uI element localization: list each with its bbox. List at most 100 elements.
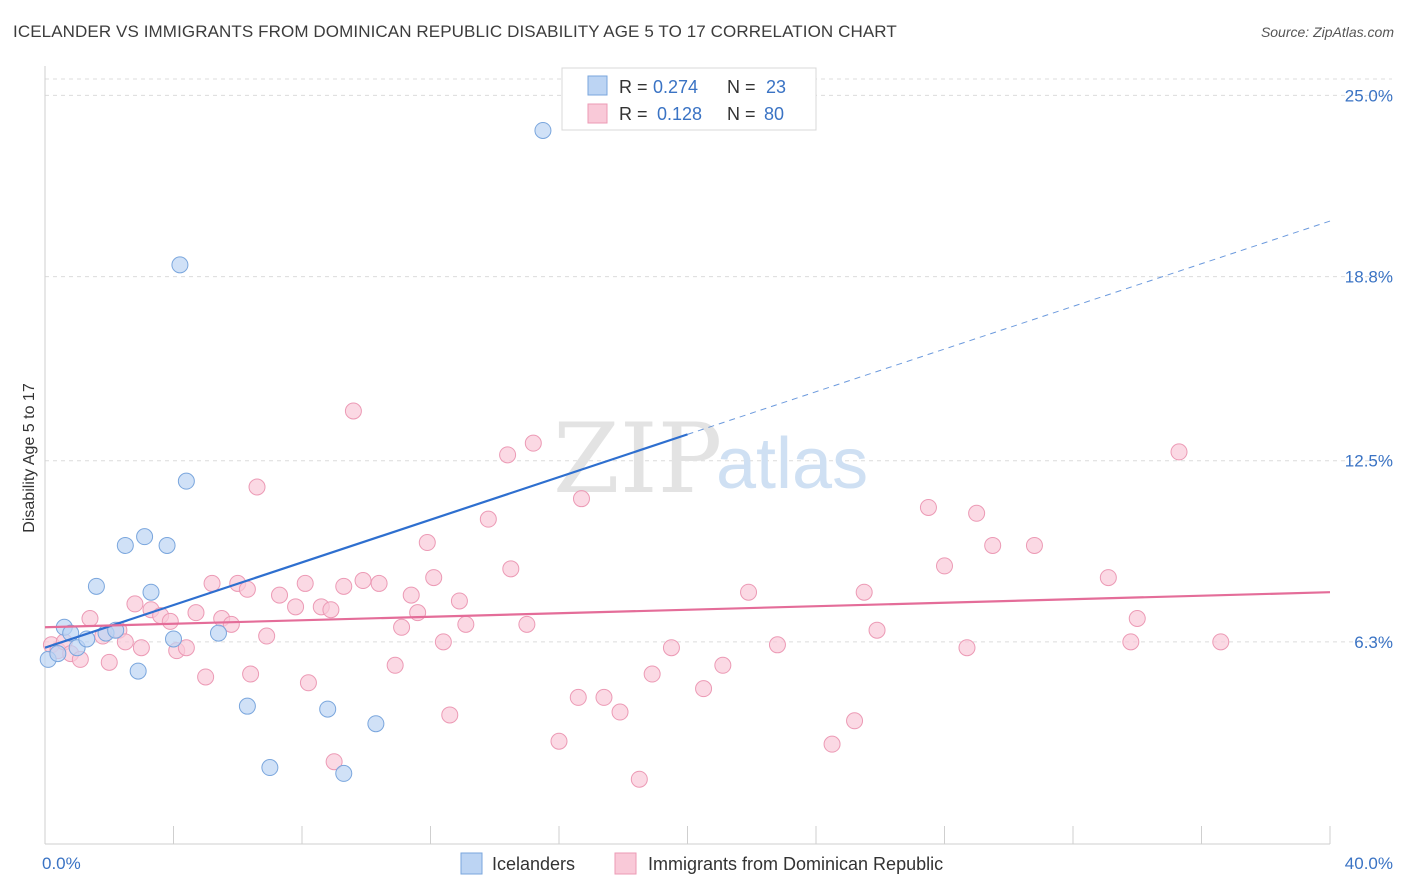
chart-title: ICELANDER VS IMMIGRANTS FROM DOMINICAN R…: [13, 22, 897, 41]
data-point-immigrants: [611, 703, 629, 721]
y-tick-labels: 6.3% 12.5% 18.8% 25.0%: [1345, 86, 1393, 652]
data-point-immigrants: [919, 498, 937, 516]
y-tick-label: 18.8%: [1345, 268, 1393, 287]
watermark: ZIP atlas: [553, 403, 868, 515]
data-point-immigrants: [936, 557, 953, 575]
watermark-atlas: atlas: [716, 424, 868, 504]
series-legend: Icelanders Immigrants from Dominican Rep…: [460, 852, 943, 875]
data-point-immigrants: [1128, 610, 1146, 628]
data-point-icelanders: [136, 528, 154, 546]
data-point-immigrants: [322, 601, 340, 619]
data-point-immigrants: [393, 618, 411, 636]
y-tick-label: 12.5%: [1345, 452, 1393, 471]
data-point-icelanders: [367, 715, 385, 733]
data-point-immigrants: [296, 574, 314, 592]
data-point-immigrants: [386, 656, 404, 674]
data-point-icelanders: [238, 697, 256, 715]
legend-n-value-pink: 80: [764, 104, 784, 124]
legend-label-icelanders: Icelanders: [492, 854, 575, 874]
data-point-immigrants: [335, 577, 353, 595]
legend-r-label: R =: [619, 104, 648, 124]
legend-n-label: N =: [727, 104, 756, 124]
data-point-immigrants: [630, 770, 648, 788]
legend-swatch-blue: [587, 75, 608, 96]
data-point-immigrants: [846, 712, 864, 730]
legend-r-value-blue: 0.274: [653, 77, 698, 97]
gridlines: [45, 78, 1392, 643]
legend-swatch-icelanders: [460, 852, 483, 875]
legend-n-value-blue: 23: [766, 77, 786, 97]
data-point-immigrants: [958, 639, 976, 657]
y-tick-label: 6.3%: [1354, 633, 1393, 652]
data-point-icelanders: [158, 536, 176, 554]
legend-swatch-immigrants: [614, 852, 637, 875]
data-point-immigrants: [714, 656, 732, 674]
data-point-immigrants: [132, 639, 150, 657]
data-point-immigrants: [222, 615, 240, 633]
x-tick-labels: 0.0% 40.0%: [42, 854, 1393, 873]
data-point-immigrants: [1170, 443, 1188, 461]
data-point-immigrants: [823, 735, 841, 753]
data-point-immigrants: [238, 580, 256, 598]
data-point-immigrants: [354, 572, 372, 590]
data-point-immigrants: [242, 665, 260, 683]
data-point-icelanders: [261, 759, 279, 777]
y-axis-title: Disability Age 5 to 17: [21, 383, 38, 533]
data-point-immigrants: [868, 621, 886, 639]
data-point-immigrants: [662, 639, 680, 657]
data-point-immigrants: [968, 504, 986, 522]
data-point-icelanders: [319, 700, 337, 718]
data-point-immigrants: [643, 665, 661, 683]
data-point-immigrants: [344, 402, 362, 420]
x-tick-label: 0.0%: [42, 854, 81, 873]
data-point-immigrants: [116, 633, 134, 651]
data-point-immigrants: [287, 598, 305, 616]
data-point-icelanders: [165, 630, 182, 648]
data-point-immigrants: [248, 478, 266, 496]
data-point-icelanders: [177, 472, 195, 490]
source-label: Source: ZipAtlas.com: [1260, 24, 1394, 40]
series-icelanders-points: [39, 121, 552, 782]
trend-lines: [44, 220, 1331, 649]
data-point-immigrants: [457, 615, 475, 633]
data-point-immigrants: [855, 583, 873, 601]
legend-r-value-pink: 0.128: [657, 104, 702, 124]
data-point-icelanders: [129, 662, 147, 680]
data-point-immigrants: [100, 653, 118, 671]
x-tick-label: 40.0%: [1345, 854, 1393, 873]
data-point-immigrants: [524, 434, 542, 452]
data-point-immigrants: [502, 560, 520, 578]
stats-legend: R = 0.274 N = 23 R = 0.128 N = 80: [561, 67, 817, 131]
data-point-immigrants: [1212, 633, 1230, 651]
data-point-icelanders: [209, 624, 227, 642]
data-point-immigrants: [418, 534, 436, 552]
data-point-immigrants: [425, 569, 443, 587]
data-point-immigrants: [984, 536, 1002, 554]
data-point-immigrants: [768, 636, 786, 654]
data-point-immigrants: [197, 668, 215, 686]
data-point-immigrants: [450, 592, 468, 610]
data-point-icelanders: [116, 536, 134, 554]
data-point-immigrants: [81, 610, 99, 628]
data-point-immigrants: [325, 753, 343, 771]
data-point-immigrants: [299, 674, 317, 692]
data-point-immigrants: [518, 615, 536, 633]
data-point-immigrants: [370, 574, 388, 592]
data-point-immigrants: [441, 706, 459, 724]
data-point-immigrants: [499, 446, 517, 464]
data-point-immigrants: [1099, 569, 1117, 587]
data-point-immigrants: [203, 574, 221, 592]
data-point-immigrants: [187, 604, 205, 622]
legend-swatch-pink: [587, 103, 608, 124]
data-point-icelanders: [87, 577, 105, 595]
data-point-immigrants: [161, 612, 179, 630]
data-point-icelanders: [335, 764, 353, 782]
axes: [44, 66, 1331, 845]
data-point-immigrants: [402, 586, 420, 604]
data-point-immigrants: [1025, 536, 1043, 554]
data-point-icelanders: [142, 583, 160, 601]
data-point-immigrants: [569, 688, 587, 706]
data-point-icelanders: [171, 256, 189, 274]
data-point-immigrants: [595, 688, 613, 706]
data-point-icelanders: [534, 121, 552, 139]
